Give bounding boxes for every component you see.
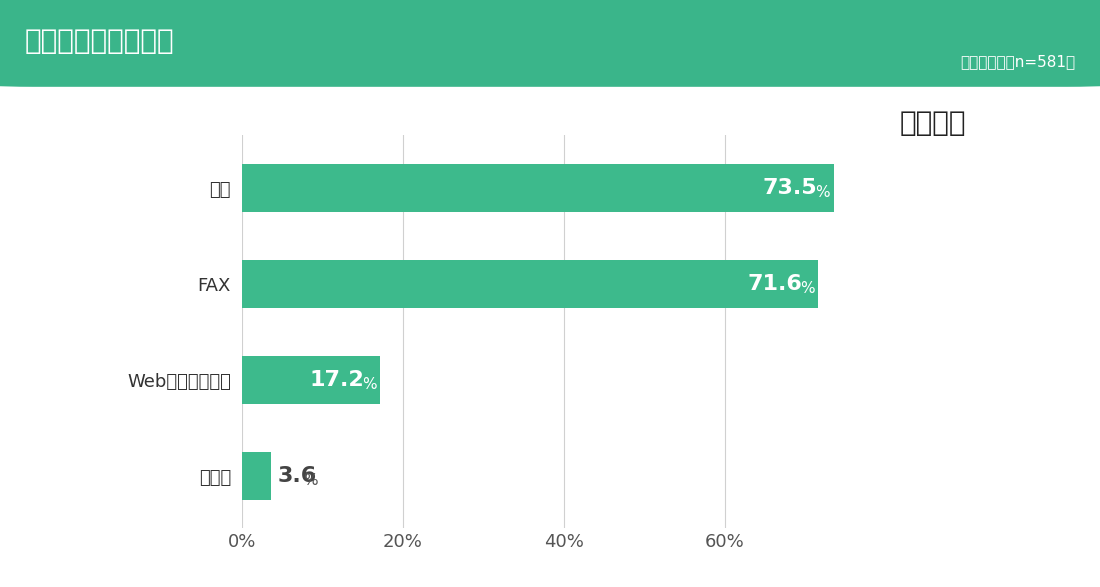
Text: 3.6: 3.6	[277, 465, 317, 485]
Bar	[242, 164, 834, 212]
Text: 71.6: 71.6	[747, 274, 802, 294]
Text: やくばと: やくばと	[900, 109, 966, 137]
Text: %: %	[800, 281, 814, 296]
Text: %: %	[302, 473, 318, 488]
Text: %: %	[815, 185, 829, 200]
Text: （複数回答、n=581）: （複数回答、n=581）	[960, 54, 1076, 69]
Bar	[242, 451, 271, 500]
Bar	[242, 356, 381, 404]
Text: 紹介予約を行う方法: 紹介予約を行う方法	[24, 27, 174, 55]
Text: %: %	[362, 377, 376, 392]
FancyBboxPatch shape	[0, 0, 1100, 87]
Bar	[242, 259, 818, 308]
Text: 17.2: 17.2	[309, 370, 364, 390]
Text: 73.5: 73.5	[763, 178, 817, 198]
